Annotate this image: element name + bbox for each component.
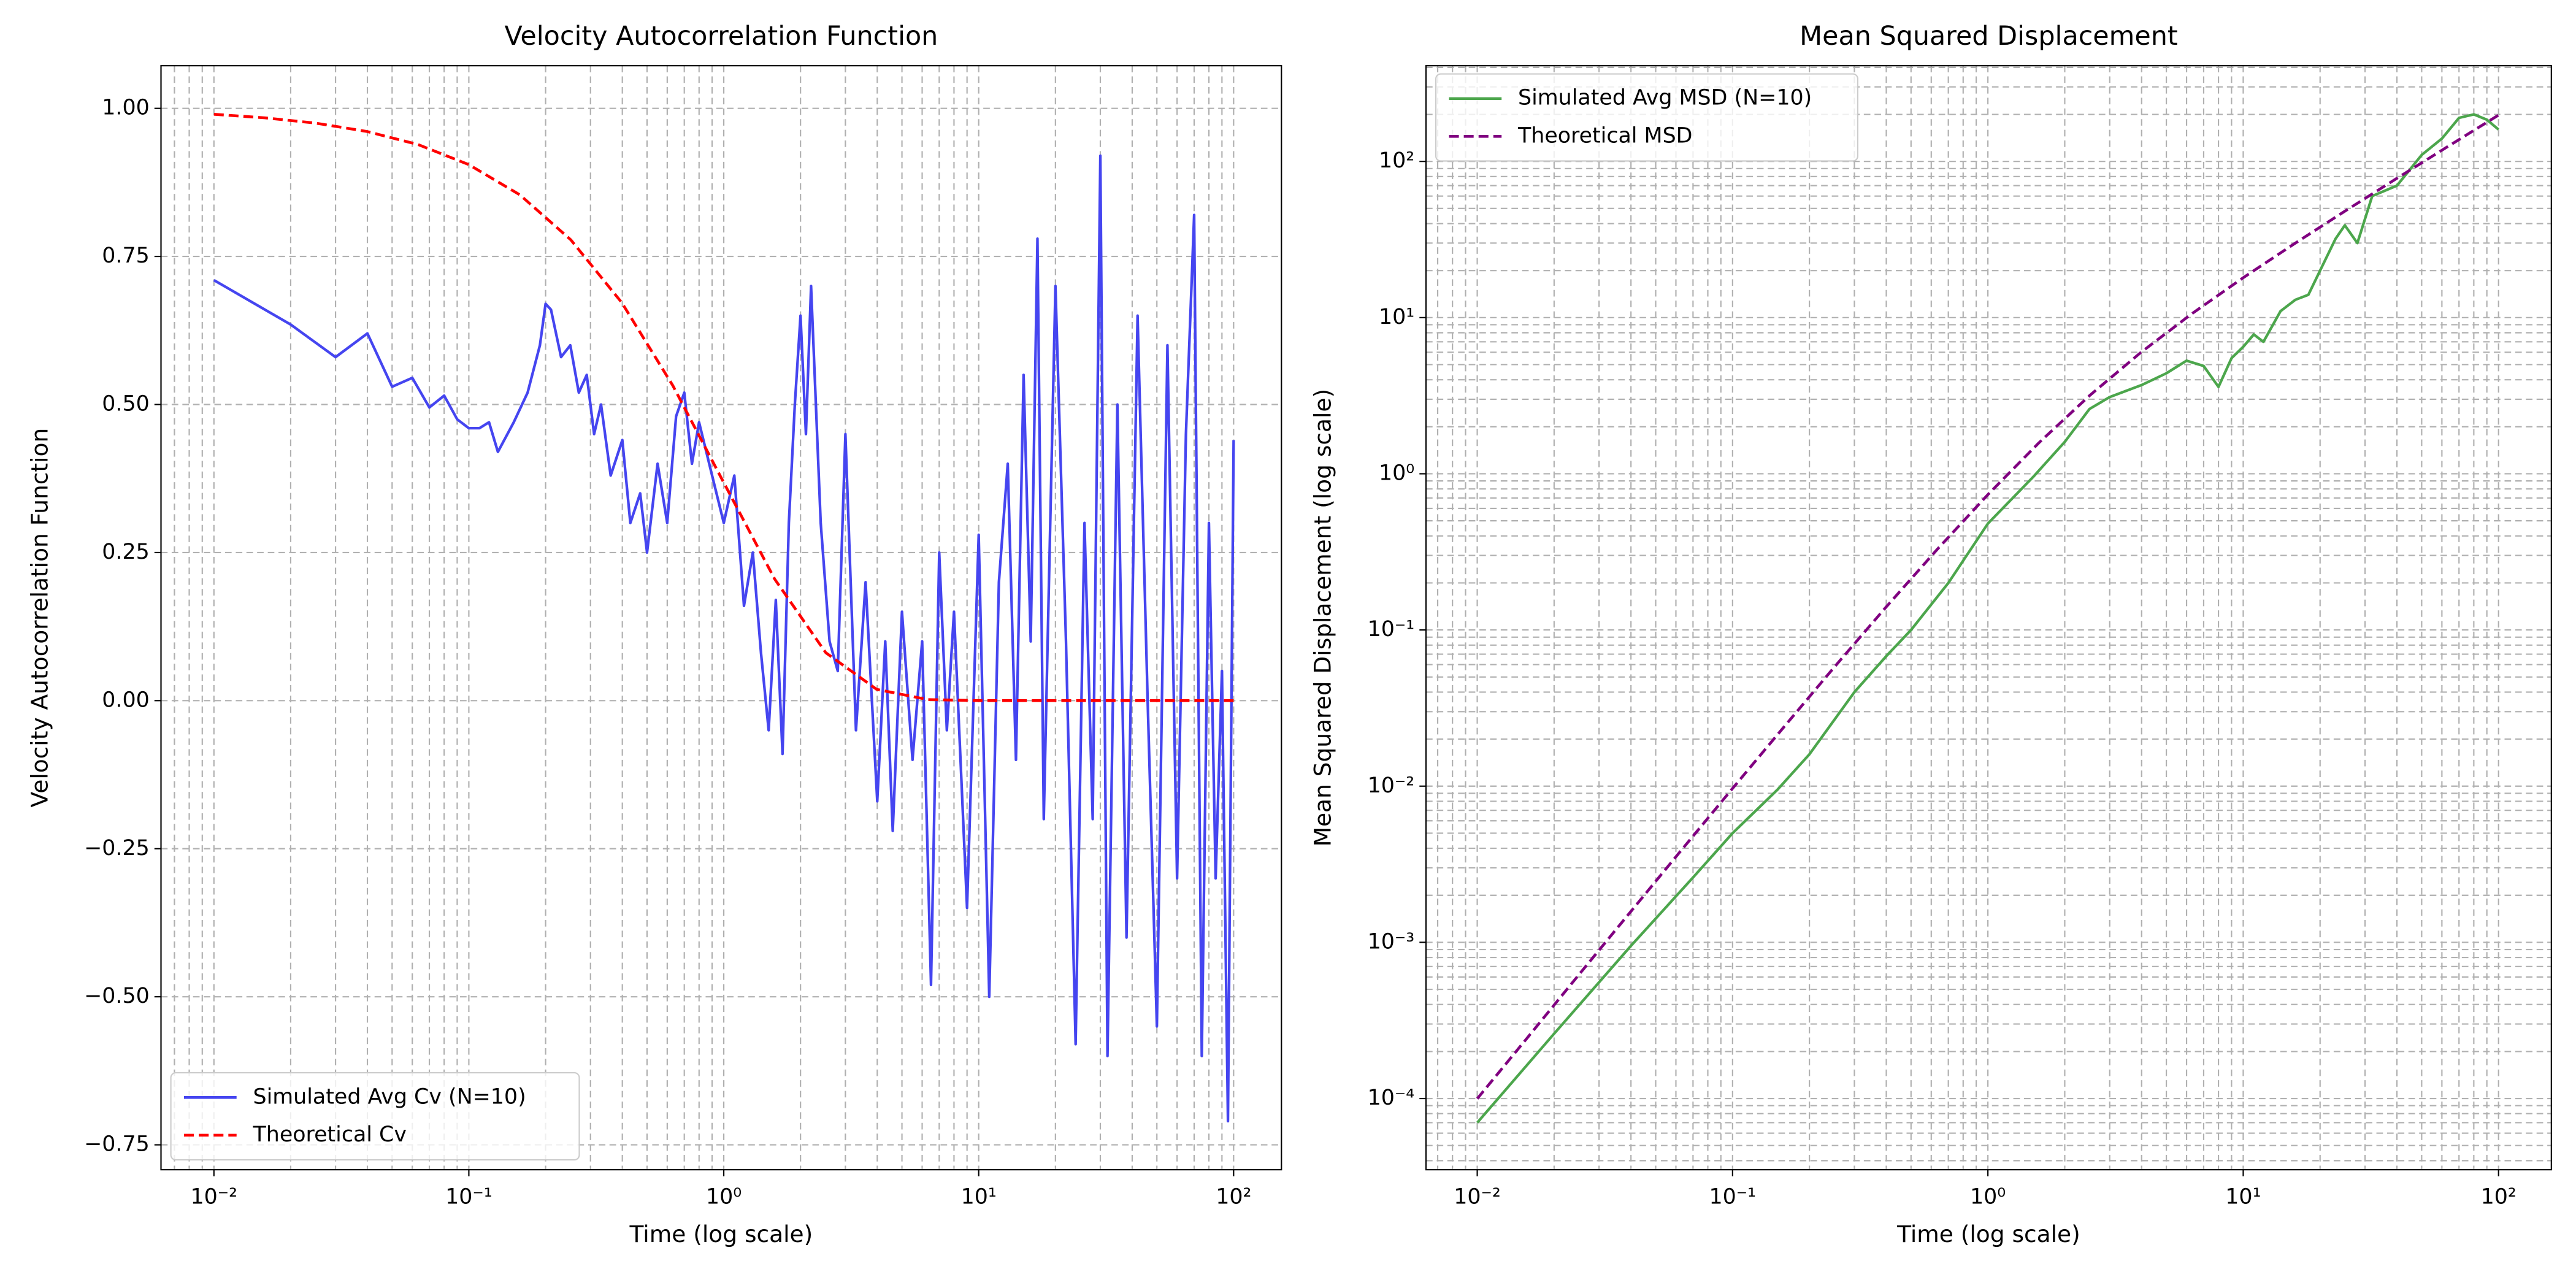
legend-box — [1435, 73, 1858, 162]
x-tick-label: 10⁻² — [1454, 1185, 1501, 1209]
x-axis-label: Time (log scale) — [629, 1221, 813, 1248]
y-tick-label: 0.75 — [102, 243, 150, 268]
y-tick-label: −0.25 — [84, 836, 150, 861]
legend-label: Theoretical Cv — [253, 1122, 407, 1147]
series-line — [213, 113, 1234, 702]
y-tick-label: 1.00 — [102, 96, 150, 120]
series-line — [1476, 113, 2500, 1124]
x-tick-label: 10⁻¹ — [445, 1185, 493, 1209]
y-tick-label: −0.50 — [84, 984, 150, 1008]
x-tick-label: 10⁰ — [1970, 1185, 2006, 1209]
plot-frame — [160, 65, 1282, 1171]
x-tick-label: 10⁻¹ — [1709, 1185, 1757, 1209]
series-line — [213, 154, 1235, 1123]
y-tick-label: 0.00 — [102, 688, 150, 712]
y-axis-label: Velocity Autocorrelation Function — [26, 428, 53, 808]
x-tick-label: 10¹ — [961, 1185, 997, 1209]
y-tick-label: 10⁻³ — [1368, 929, 1415, 954]
x-axis-label: Time (log scale) — [1896, 1221, 2080, 1248]
y-tick-label: 10⁻¹ — [1368, 617, 1415, 642]
series-line — [1476, 113, 2499, 1100]
chart-title: Mean Squared Displacement — [1800, 21, 2178, 52]
y-tick-label: 0.50 — [102, 392, 150, 416]
legend-label: Theoretical MSD — [1517, 123, 1692, 148]
chart-title: Velocity Autocorrelation Function — [504, 21, 938, 52]
x-tick-label: 10⁰ — [706, 1185, 742, 1209]
legend-label: Simulated Avg Cv (N=10) — [253, 1084, 526, 1109]
legend-box — [170, 1072, 580, 1161]
x-tick-label: 10¹ — [2225, 1185, 2261, 1209]
x-tick-label: 10⁻² — [190, 1185, 237, 1209]
y-tick-label: 10⁻⁴ — [1368, 1086, 1415, 1110]
y-axis-label: Mean Squared Displacement (log scale) — [1309, 389, 1336, 847]
plot-frame — [1425, 65, 2552, 1171]
y-tick-label: 10⁰ — [1379, 461, 1414, 485]
legend-label: Simulated Avg MSD (N=10) — [1518, 86, 1812, 110]
x-tick-label: 10² — [2481, 1185, 2517, 1209]
y-tick-label: 10² — [1379, 148, 1414, 173]
x-tick-label: 10² — [1216, 1185, 1251, 1209]
y-tick-label: 0.25 — [102, 540, 150, 564]
y-tick-label: −0.75 — [84, 1132, 150, 1157]
y-tick-label: 10¹ — [1379, 305, 1414, 329]
y-tick-label: 10⁻² — [1368, 773, 1415, 798]
